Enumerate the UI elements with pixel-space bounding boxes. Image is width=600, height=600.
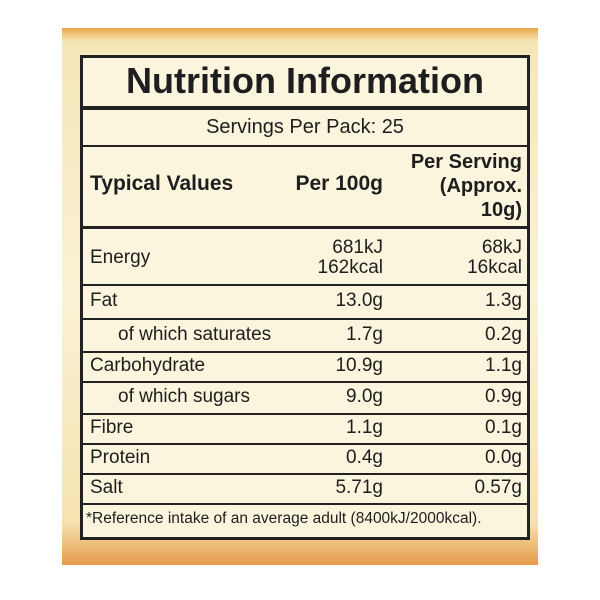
cell-value: 68kJ [481,236,522,258]
row-divider [80,284,530,286]
divider [80,106,530,110]
cell-value: 0.0g [485,447,522,468]
cell-value: 0.1g [485,417,522,438]
cell-value: 1.7g [346,323,383,345]
cell-value: 1.3g [485,290,522,311]
cell-value: 0.2g [485,323,522,345]
divider [80,145,530,147]
cell-value: 16kcal [467,256,522,278]
cell-value: 5.71g [335,477,383,498]
cell-value: 681kJ [332,236,383,258]
cell-value: 10.9g [335,355,383,376]
cell-value: 162kcal [317,256,384,278]
row-label: of which sugars [118,386,251,407]
nutrition-box [80,55,530,540]
row-label: Fat [90,290,118,311]
row-divider [80,351,530,353]
row-label: Salt [90,477,123,498]
cell-value: 0.57g [474,477,522,498]
column-header: (Approx. [439,175,522,197]
row-label: Fibre [90,417,134,438]
cell-value: 9.0g [346,386,383,407]
row-label: Energy [90,246,151,268]
servings: Servings Per Pack: 25 [206,116,404,138]
cell-value: 0.9g [485,386,522,407]
row-label: Carbohydrate [90,355,206,376]
title: Nutrition Information [126,60,484,101]
row-divider [80,318,530,320]
column-header: Per 100g [295,172,383,195]
row-label: Protein [90,447,151,468]
column-header: 10g) [480,199,522,221]
row-label: of which saturates [118,323,272,345]
cell-value: 13.0g [335,290,383,311]
cell-value: 1.1g [485,355,522,376]
row-divider [80,443,530,445]
column-header: Typical Values [90,172,234,195]
divider [80,226,530,229]
row-divider [80,413,530,415]
row-divider [80,473,530,475]
column-header: Per Serving [410,151,522,173]
row-divider [80,381,530,383]
cell-value: 0.4g [346,447,383,468]
cell-value: 1.1g [346,417,383,438]
row-divider [80,503,530,505]
footnote: *Reference intake of an average adult (8… [86,510,482,527]
